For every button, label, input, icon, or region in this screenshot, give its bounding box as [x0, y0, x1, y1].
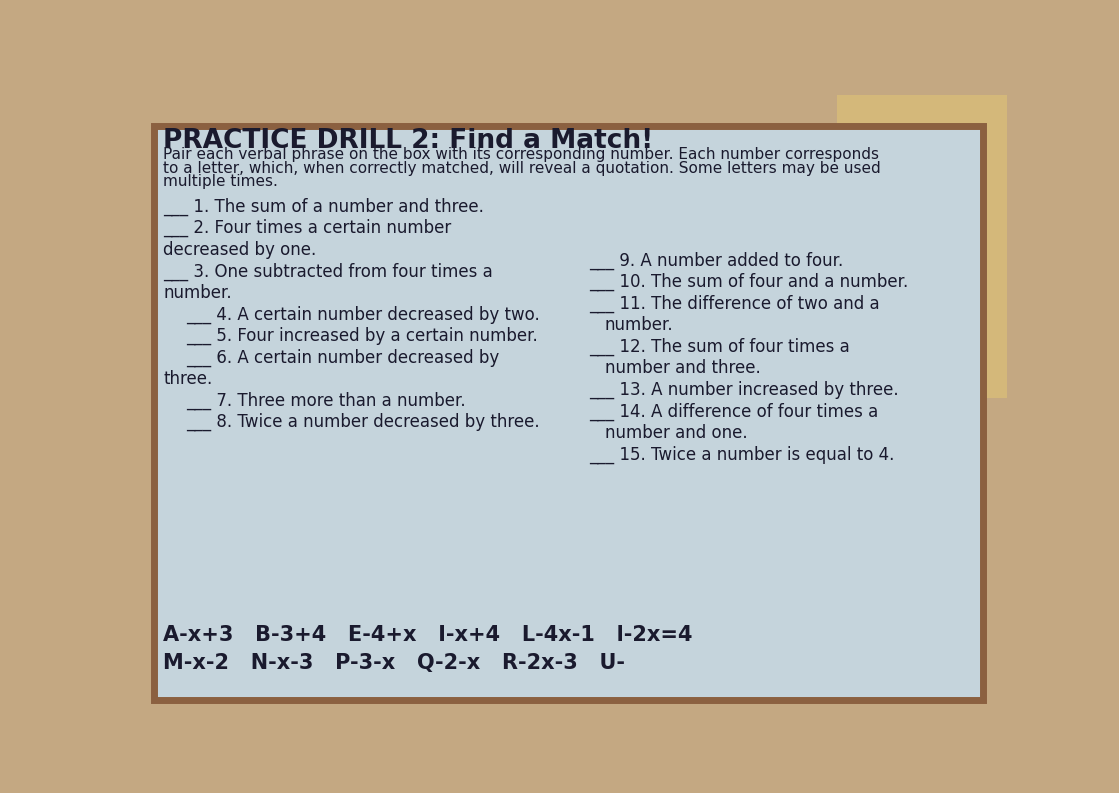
Text: multiple times.: multiple times.	[163, 174, 278, 190]
Text: number and three.: number and three.	[605, 359, 761, 377]
Text: number.: number.	[163, 284, 232, 302]
Text: ___ 14. A difference of four times a: ___ 14. A difference of four times a	[590, 402, 878, 420]
Text: ___ 3. One subtracted from four times a: ___ 3. One subtracted from four times a	[163, 262, 492, 281]
Text: ___ 8. Twice a number decreased by three.: ___ 8. Twice a number decreased by three…	[187, 413, 540, 431]
Text: A-x+3   B-3+4   E-4+x   I-x+4   L-4x-1   l-2x=4: A-x+3 B-3+4 E-4+x I-x+4 L-4x-1 l-2x=4	[163, 625, 693, 645]
Text: decreased by one.: decreased by one.	[163, 241, 317, 259]
Text: ___ 4. A certain number decreased by two.: ___ 4. A certain number decreased by two…	[187, 305, 540, 324]
Text: ___ 6. A certain number decreased by: ___ 6. A certain number decreased by	[187, 348, 499, 366]
Text: ___ 13. A number increased by three.: ___ 13. A number increased by three.	[590, 381, 899, 399]
Text: ___ 7. Three more than a number.: ___ 7. Three more than a number.	[187, 392, 466, 410]
Text: ___ 10. The sum of four and a number.: ___ 10. The sum of four and a number.	[590, 273, 909, 291]
Text: M-x-2   N-x-3   P-3-x   Q-2-x   R-2x-3   U-: M-x-2 N-x-3 P-3-x Q-2-x R-2x-3 U-	[163, 653, 626, 673]
Text: ___ 1. The sum of a number and three.: ___ 1. The sum of a number and three.	[163, 197, 485, 216]
Text: ___ 2. Four times a certain number: ___ 2. Four times a certain number	[163, 219, 451, 237]
Text: Pair each verbal phrase on the box with its corresponding number. Each number co: Pair each verbal phrase on the box with …	[163, 147, 880, 162]
Text: ___ 9. A number added to four.: ___ 9. A number added to four.	[590, 251, 844, 270]
Text: ___ 5. Four increased by a certain number.: ___ 5. Four increased by a certain numbe…	[187, 327, 538, 345]
Text: to a letter, which, when correctly matched, will reveal a quotation. Some letter: to a letter, which, when correctly match…	[163, 161, 881, 175]
Text: PRACTICE DRILL 2: Find a Match!: PRACTICE DRILL 2: Find a Match!	[163, 128, 653, 155]
Text: number.: number.	[605, 316, 674, 334]
Text: three.: three.	[163, 370, 213, 388]
Bar	[837, 95, 1007, 398]
Text: ___ 12. The sum of four times a: ___ 12. The sum of four times a	[590, 338, 850, 356]
Text: number and one.: number and one.	[605, 424, 747, 442]
Text: ___ 11. The difference of two and a: ___ 11. The difference of two and a	[590, 294, 880, 313]
Text: ___ 15. Twice a number is equal to 4.: ___ 15. Twice a number is equal to 4.	[590, 446, 895, 464]
